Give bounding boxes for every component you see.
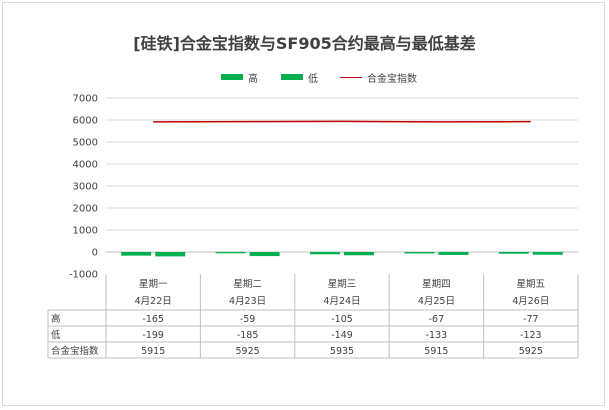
table-cell-1-1: -185	[237, 330, 259, 341]
x-tick-date-0: 4月22日	[135, 296, 172, 307]
legend-label-high: 高	[248, 73, 258, 85]
legend-label-low: 低	[308, 73, 318, 85]
table-cell-1-0: -199	[142, 330, 164, 341]
y-tick-label-6: 1000	[73, 226, 98, 237]
table-cell-2-0: 5915	[141, 346, 165, 357]
y-tick-label-5: 2000	[73, 204, 98, 215]
legend-item-high: 高	[221, 70, 258, 85]
table-cell-0-3: -67	[429, 314, 445, 325]
table-cell-1-2: -149	[331, 330, 353, 341]
table-row-label-2: 合金宝指数	[51, 345, 99, 357]
y-tick-label-4: 3000	[73, 182, 98, 193]
bar-high-3	[404, 252, 435, 254]
table-cell-0-2: -105	[331, 314, 353, 325]
bar-low-2	[344, 252, 374, 256]
x-tick-date-2: 4月24日	[323, 296, 360, 307]
bar-low-3	[438, 252, 469, 255]
y-tick-label-3: 4000	[73, 160, 98, 171]
bar-high-1	[215, 252, 246, 254]
chart-frame	[2, 2, 605, 406]
bar-high-0	[121, 252, 152, 256]
x-tick-day-2: 星期三	[328, 279, 357, 290]
legend-swatch-low	[281, 74, 303, 80]
bar-high-4	[498, 252, 529, 254]
legend-swatch-high	[221, 74, 243, 80]
table-cell-0-0: -165	[142, 314, 164, 325]
legend-swatch-index	[340, 76, 362, 78]
table-cell-2-4: 5925	[519, 346, 543, 357]
chart-title: [硅铁]合金宝指数与SF905合约最高与最低基差	[133, 34, 476, 53]
table-cell-0-1: -59	[240, 314, 256, 325]
x-tick-day-3: 星期四	[422, 279, 451, 290]
x-tick-day-4: 星期五	[517, 279, 546, 290]
legend-item-low: 低	[281, 70, 318, 85]
y-tick-label-1: 6000	[73, 116, 98, 127]
y-tick-label-7: 0	[92, 248, 98, 259]
x-tick-day-1: 星期二	[233, 279, 262, 290]
bar-low-4	[532, 252, 563, 255]
table-cell-0-4: -77	[523, 314, 539, 325]
table-cell-2-2: 5935	[330, 346, 354, 357]
table-cell-2-3: 5915	[424, 346, 448, 357]
bar-high-2	[310, 252, 340, 255]
table-row-label-0: 高	[51, 313, 61, 325]
x-tick-date-1: 4月23日	[229, 296, 266, 307]
bar-low-0	[155, 252, 186, 257]
y-tick-label-8: -1000	[69, 270, 98, 281]
table-row-label-1: 低	[51, 329, 61, 341]
x-tick-day-0: 星期一	[139, 279, 168, 290]
table-cell-1-3: -133	[426, 330, 448, 341]
x-tick-date-4: 4月26日	[512, 296, 549, 307]
legend-label-index: 合金宝指数	[367, 73, 417, 85]
x-tick-date-3: 4月25日	[418, 296, 455, 307]
bar-low-1	[249, 252, 280, 257]
y-tick-label-0: 7000	[73, 94, 98, 105]
table-cell-2-1: 5925	[236, 346, 260, 357]
y-tick-label-2: 5000	[73, 138, 98, 149]
legend-item-index: 合金宝指数	[340, 70, 417, 85]
table-cell-1-4: -123	[520, 330, 542, 341]
